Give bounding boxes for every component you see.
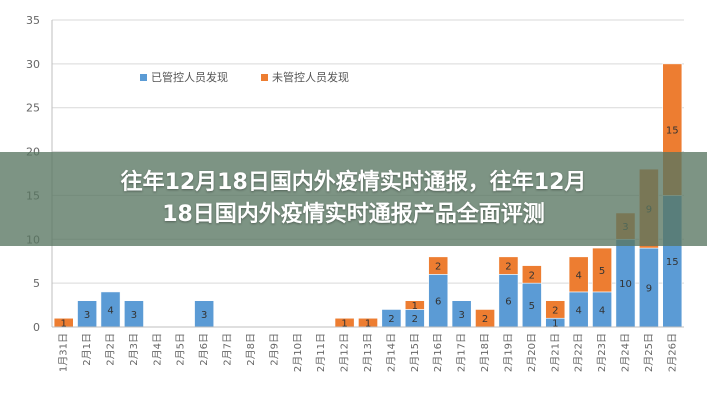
data-label: 15 [666, 126, 679, 137]
x-tick-label: 2月5日 [175, 333, 187, 366]
data-label: 4 [575, 270, 581, 281]
banner-title-line-2: 18日国内外疫情实时通报产品全面评测 [162, 202, 545, 227]
data-label: 4 [575, 305, 581, 316]
bar-uncontrolled [545, 300, 566, 319]
x-tick-label: 2月6日 [198, 333, 210, 366]
x-tick-label: 2月13日 [362, 333, 374, 372]
data-label: 3 [131, 310, 137, 321]
title-banner: 往年12月18日国内外疫情实时通报，往年12月 18日国内外疫情实时通报产品全面… [0, 152, 707, 246]
x-tick-label: 2月26日 [666, 333, 678, 372]
x-tick-label: 1月31日 [58, 333, 70, 372]
data-label: 2 [435, 262, 441, 273]
y-tick-label: 5 [33, 277, 40, 290]
x-tick-label: 2月1日 [81, 333, 93, 366]
legend-swatch-controlled [140, 74, 147, 81]
data-label: 2 [412, 314, 418, 325]
legend-label-uncontrolled: 未管控人员发现 [272, 70, 349, 84]
data-label: 4 [107, 305, 113, 316]
x-tick-label: 2月16日 [432, 333, 444, 372]
bar-uncontrolled [592, 247, 612, 293]
y-tick-label: 0 [33, 321, 40, 334]
data-label: 10 [619, 279, 632, 290]
data-label: 2 [552, 305, 558, 316]
y-tick-label: 25 [26, 102, 40, 115]
x-tick-label: 2月15日 [409, 333, 421, 372]
x-tick-label: 2月9日 [268, 333, 280, 366]
x-tick-label: 2月2日 [105, 333, 117, 366]
bar-uncontrolled [428, 256, 449, 275]
data-label: 2 [505, 262, 511, 273]
data-label: 6 [435, 297, 441, 308]
x-tick-label: 2月23日 [596, 333, 608, 372]
data-label: 5 [529, 301, 535, 312]
data-label: 1 [412, 301, 418, 312]
data-label: 1 [552, 319, 558, 330]
x-tick-label: 2月4日 [151, 333, 163, 366]
bar-uncontrolled [498, 256, 519, 275]
bar-uncontrolled [404, 300, 425, 310]
x-tick-label: 2月21日 [549, 333, 561, 372]
legend: 已管控人员发现 未管控人员发现 [140, 70, 349, 84]
data-label: 2 [529, 270, 535, 281]
data-label: 2 [388, 314, 394, 325]
x-tick-label: 2月11日 [315, 333, 327, 372]
banner-title-line-1: 往年12月18日国内外疫情实时通报，往年12月 [120, 170, 587, 195]
x-tick-label: 2月17日 [456, 333, 468, 372]
x-tick-label: 2月7日 [222, 333, 234, 366]
bar-uncontrolled [521, 265, 542, 284]
x-axis: 1月31日 2月1日 2月2日 2月3日 2月4日 2月5日 2月6日 2月7日 2月8日 2月9… [58, 333, 679, 372]
x-tick-label: 2月8日 [245, 333, 257, 366]
data-label: 3 [458, 310, 464, 321]
legend-label-controlled: 已管控人员发现 [151, 70, 228, 84]
data-label: 1 [365, 319, 371, 330]
x-tick-label: 2月19日 [502, 333, 514, 372]
x-tick-label: 2月3日 [128, 333, 140, 366]
x-tick-label: 2月10日 [292, 333, 304, 372]
data-label: 3 [84, 310, 90, 321]
bar-uncontrolled [568, 256, 589, 293]
data-label: 6 [505, 297, 511, 308]
data-label: 9 [646, 284, 652, 295]
x-tick-label: 2月14日 [385, 333, 397, 372]
data-label: 1 [341, 319, 347, 330]
legend-swatch-uncontrolled [261, 74, 268, 81]
x-tick-label: 2月22日 [573, 333, 585, 372]
data-label: 1 [61, 319, 67, 330]
x-tick-label: 2月18日 [479, 333, 491, 372]
data-label: 4 [599, 305, 605, 316]
data-label: 2 [482, 314, 488, 325]
data-label: 5 [599, 266, 605, 277]
data-label: 15 [666, 257, 679, 268]
x-tick-label: 2月20日 [526, 333, 538, 372]
x-tick-label: 2月12日 [339, 333, 351, 372]
x-tick-label: 2月25日 [643, 333, 655, 372]
data-label: 3 [201, 310, 207, 321]
y-tick-label: 35 [26, 14, 40, 27]
x-tick-label: 2月24日 [619, 333, 631, 372]
y-tick-label: 30 [26, 58, 40, 71]
